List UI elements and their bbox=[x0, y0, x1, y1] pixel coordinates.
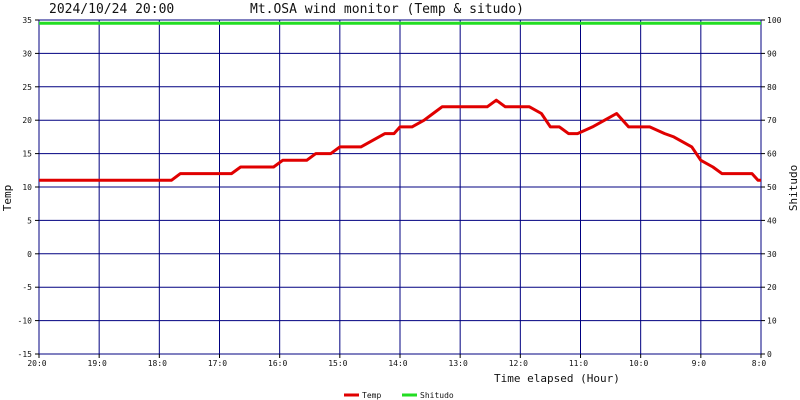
x-tick-label: 9:0 bbox=[692, 359, 707, 368]
left-tick-label: 10 bbox=[22, 183, 32, 192]
series-layer bbox=[39, 21, 761, 182]
left-tick-label: 35 bbox=[22, 16, 32, 25]
right-tick-label: 40 bbox=[767, 216, 777, 225]
x-tick-label: 14:0 bbox=[388, 359, 407, 368]
x-tick-label: 17:0 bbox=[208, 359, 227, 368]
x-tick-label: 12:0 bbox=[509, 359, 528, 368]
right-tick-label: 20 bbox=[767, 283, 777, 292]
series-line-temp bbox=[39, 98, 761, 182]
y-axis-left-label: Temp bbox=[1, 185, 14, 212]
x-tick-label: 15:0 bbox=[328, 359, 347, 368]
x-tick-label: 10:0 bbox=[629, 359, 648, 368]
left-tick-label: 20 bbox=[22, 116, 32, 125]
x-tick-label: 18:0 bbox=[148, 359, 167, 368]
legend-label-temp: Temp bbox=[362, 391, 381, 400]
right-tick-label: 50 bbox=[767, 183, 777, 192]
y-axis-right-label: Shitudo bbox=[787, 165, 800, 211]
left-tick-label: -10 bbox=[18, 317, 33, 326]
right-tick-label: 90 bbox=[767, 49, 777, 58]
x-tick-label: 11:0 bbox=[569, 359, 588, 368]
x-tick-label: 8:0 bbox=[752, 359, 767, 368]
x-axis-label: Time elapsed (Hour) bbox=[494, 372, 620, 385]
legend-label-shitudo: Shitudo bbox=[420, 391, 454, 400]
chart-timestamp: 2024/10/24 20:00 bbox=[49, 2, 174, 17]
left-tick-label: -5 bbox=[22, 283, 32, 292]
right-tick-label: 30 bbox=[767, 250, 777, 259]
x-tick-label: 13:0 bbox=[449, 359, 468, 368]
x-tick-label: 20:0 bbox=[27, 359, 46, 368]
legend: Temp Shitudo bbox=[344, 391, 454, 400]
left-axis-ticks: -15 -10 -5 0 5 10 15 20 25 30 35 bbox=[18, 16, 39, 359]
left-tick-label: 5 bbox=[27, 216, 32, 225]
right-axis-ticks: 0 10 20 30 40 50 60 70 80 90 100 bbox=[761, 16, 782, 359]
left-tick-label: 15 bbox=[22, 150, 32, 159]
right-tick-label: 80 bbox=[767, 83, 777, 92]
chart-title: Mt.OSA wind monitor (Temp & situdo) bbox=[250, 2, 524, 17]
left-tick-label: 0 bbox=[27, 250, 32, 259]
right-tick-label: 60 bbox=[767, 150, 777, 159]
right-tick-label: 10 bbox=[767, 317, 777, 326]
left-tick-label: -15 bbox=[18, 350, 33, 359]
x-tick-label: 19:0 bbox=[88, 359, 107, 368]
left-tick-label: 25 bbox=[22, 83, 32, 92]
left-tick-label: 30 bbox=[22, 49, 32, 58]
x-tick-label: 16:0 bbox=[268, 359, 287, 368]
right-tick-label: 70 bbox=[767, 116, 777, 125]
x-axis-ticks: 20:0 19:0 18:0 17:0 16:0 15:0 14:0 13:0 12:0 11:0… bbox=[27, 354, 766, 368]
right-tick-label: 100 bbox=[767, 16, 782, 25]
right-tick-label: 0 bbox=[767, 350, 772, 359]
